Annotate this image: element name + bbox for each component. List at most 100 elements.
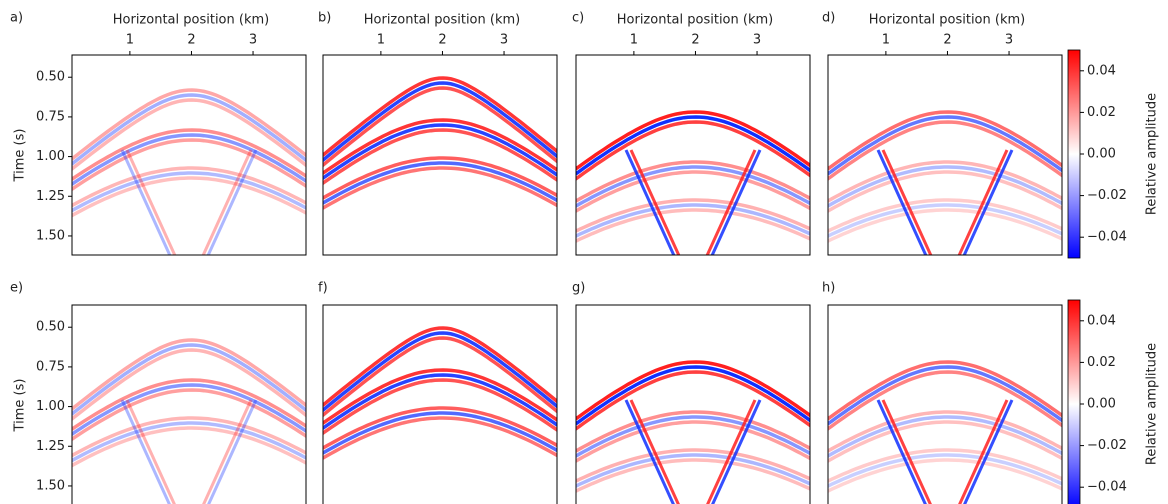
diagonal-event	[876, 399, 927, 504]
wavefront	[576, 360, 810, 421]
wavefront	[828, 448, 1062, 483]
wavefront	[828, 203, 1062, 238]
colorbar-label: Relative amplitude	[1145, 93, 1160, 215]
wavefield	[576, 110, 810, 255]
wavefront	[576, 420, 810, 464]
wavefront	[576, 115, 810, 176]
colorbar-tick-label: −0.02	[1087, 438, 1127, 453]
wavefront	[323, 156, 557, 201]
colorbar-tick-label: −0.02	[1087, 188, 1127, 203]
diagonal-event	[125, 399, 176, 504]
diagonal-event	[120, 399, 171, 504]
y-tick-label: 0.75	[36, 109, 65, 124]
x-tick-label: 1	[126, 33, 134, 48]
diagonal-event	[706, 399, 757, 504]
wavefront	[72, 348, 306, 422]
wavefront	[576, 415, 810, 459]
diagonal-event	[957, 149, 1009, 255]
axes-frame	[322, 304, 558, 504]
colorbar-tick-label: −0.04	[1087, 480, 1127, 495]
wavefront	[576, 208, 810, 243]
wavefront	[323, 406, 557, 451]
colorbar	[1067, 299, 1081, 504]
wavefront	[323, 118, 557, 176]
wavefront	[828, 170, 1062, 214]
y-tick-label: 1.00	[36, 399, 65, 414]
x-tick-label: 3	[1005, 33, 1013, 48]
wavefield	[323, 76, 557, 211]
y-tick-label: 0.50	[36, 320, 65, 335]
wavefront	[828, 458, 1062, 493]
y-tick-label: 0.50	[36, 70, 65, 85]
wavefront	[72, 343, 306, 417]
wavefield	[576, 360, 810, 504]
wavefield	[72, 88, 306, 255]
panel-label: a)	[10, 11, 23, 26]
axes-frame	[322, 54, 558, 256]
x-tick-label: 2	[187, 33, 195, 48]
colorbar-label: Relative amplitude	[1145, 343, 1160, 465]
diagonal-event	[120, 149, 172, 255]
wavefront	[576, 370, 810, 431]
diagonal-event	[206, 149, 258, 255]
wavefield	[323, 326, 557, 461]
wavefront	[72, 176, 306, 218]
axes-frame	[827, 54, 1063, 256]
wavefront	[828, 115, 1062, 176]
x-tick-label: 2	[943, 33, 951, 48]
colorbar-tick-label: 0.04	[1087, 313, 1116, 328]
wavefront	[323, 128, 557, 186]
diagonal-event	[705, 149, 757, 255]
axes-frame	[575, 304, 811, 504]
wavefront	[323, 81, 557, 163]
axes-frame	[575, 54, 811, 256]
wavefront	[72, 388, 306, 442]
diagonal-event	[624, 399, 675, 504]
panel-label: b)	[318, 11, 331, 26]
wavefront	[72, 426, 306, 468]
wavefront	[576, 198, 810, 233]
diagonal-event	[202, 399, 253, 504]
wavefront	[828, 160, 1062, 204]
wavefront	[323, 331, 557, 413]
wavefront	[576, 165, 810, 209]
x-axis-label: Horizontal position (km)	[364, 13, 520, 28]
diagonal-event	[624, 149, 676, 255]
y-tick-label: 1.25	[36, 439, 65, 454]
panel-label: h)	[822, 281, 835, 296]
diagonal-event	[629, 149, 681, 255]
wavefront	[72, 338, 306, 412]
x-tick-label: 1	[377, 33, 385, 48]
wavefront	[576, 160, 810, 204]
y-tick-label: 1.50	[36, 478, 65, 493]
diagonal-event	[710, 149, 762, 255]
diagonal-event	[711, 399, 762, 504]
colorbar-tick-label: −0.04	[1087, 230, 1127, 245]
wavefront	[576, 453, 810, 488]
y-axis-label: Time (s)	[13, 379, 28, 433]
wavefront	[576, 365, 810, 426]
axes-frame	[827, 304, 1063, 504]
colorbar-tick-label: 0.04	[1087, 63, 1116, 78]
diagonal-event	[876, 149, 928, 255]
axes-frame	[71, 304, 307, 504]
axes-frame	[71, 54, 307, 256]
panel-label: f)	[318, 281, 328, 296]
wavefront	[72, 416, 306, 458]
x-axis-label: Horizontal position (km)	[869, 13, 1025, 28]
diagonal-event	[962, 149, 1014, 255]
wavefront	[72, 128, 306, 182]
wavefront	[576, 448, 810, 483]
wavefront	[576, 410, 810, 454]
panel-label: c)	[572, 11, 584, 26]
wavefront	[72, 93, 306, 167]
wavefront	[576, 458, 810, 493]
wavefront	[828, 420, 1062, 464]
wavefront	[323, 416, 557, 461]
wavefront	[576, 170, 810, 214]
x-tick-label: 3	[500, 33, 508, 48]
diagonal-event	[629, 399, 680, 504]
y-tick-label: 0.75	[36, 359, 65, 374]
x-axis-label: Horizontal position (km)	[617, 13, 773, 28]
wavefront	[828, 370, 1062, 431]
